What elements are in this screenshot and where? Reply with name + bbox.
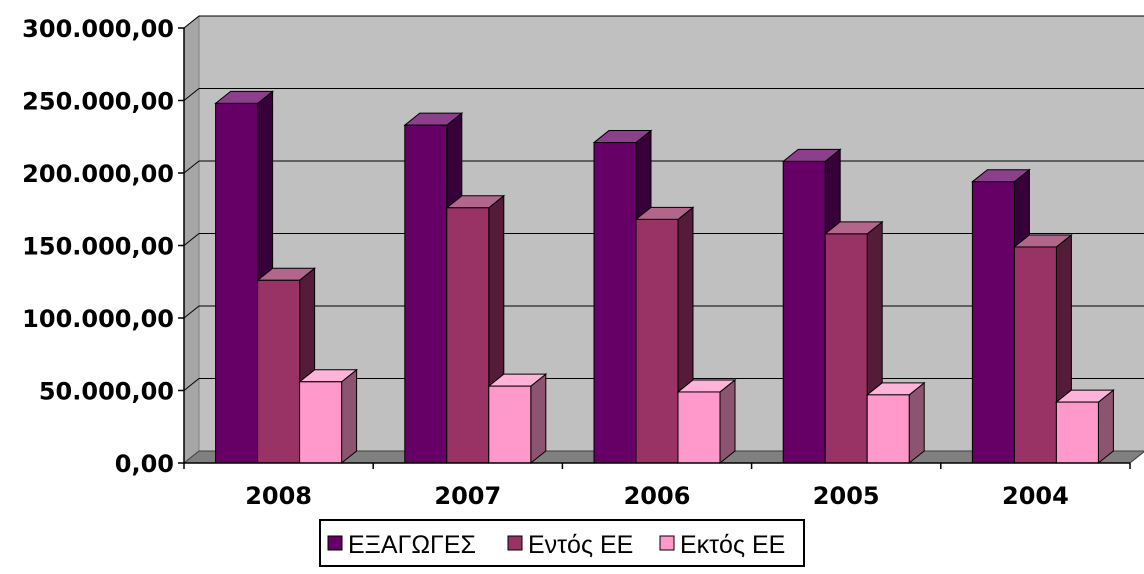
- axes: [178, 27, 1131, 469]
- x-tick-label: 2005: [813, 482, 880, 510]
- x-tick-label: 2008: [245, 482, 312, 510]
- bar: [257, 279, 301, 464]
- gridline: [183, 305, 200, 319]
- bar: [635, 218, 679, 464]
- bar: [824, 233, 868, 464]
- bar: [404, 124, 448, 464]
- gridline: [183, 88, 200, 101]
- bar: [446, 207, 490, 464]
- bars: [214, 90, 1115, 465]
- bar: [215, 102, 259, 464]
- y-tick-label: 0,00: [115, 450, 174, 478]
- tick-labels: 0,00 50.000,00 100.000,00 150.000,00 200.000…: [22, 15, 1069, 510]
- y-tick-label: 50.000,00: [39, 378, 174, 406]
- gridline: [183, 378, 200, 391]
- legend-box: [319, 519, 805, 567]
- bar: [488, 385, 532, 464]
- y-tick-label: 250.000,00: [22, 88, 174, 116]
- bar: [971, 181, 1015, 464]
- legend-swatch: [659, 535, 675, 551]
- legend-label: ΕΞΑΓΩΓΕΣ: [348, 531, 476, 559]
- x-tick-label: 2006: [624, 482, 691, 510]
- bar-side: [908, 381, 925, 465]
- gridline: [183, 15, 200, 29]
- y-tick-label: 150.000,00: [22, 233, 174, 261]
- bar: [299, 381, 343, 464]
- bar-side: [1097, 389, 1114, 465]
- legend-swatch: [327, 535, 343, 551]
- bar: [677, 391, 721, 464]
- bar-side: [719, 378, 736, 465]
- bar: [866, 394, 910, 464]
- legend: ΕΞΑΓΩΓΕΣ Εντός ΕΕ Εκτός ΕΕ: [319, 519, 805, 567]
- bar-side: [341, 368, 358, 465]
- x-tick-label: 2004: [1002, 482, 1069, 510]
- bar: [1055, 401, 1099, 464]
- legend-swatch: [507, 535, 523, 551]
- bar: [782, 160, 826, 464]
- y-tick-label: 100.000,00: [22, 305, 174, 333]
- x-tick-label: 2007: [434, 482, 501, 510]
- legend-label: Εκτός ΕΕ: [680, 531, 785, 559]
- legend-label: Εντός ΕΕ: [528, 531, 633, 559]
- gridline: [183, 233, 200, 246]
- y-tick-label: 200.000,00: [22, 160, 174, 188]
- bar-side: [530, 373, 547, 465]
- gridline: [183, 160, 200, 174]
- y-tick-label: 300.000,00: [22, 15, 174, 43]
- bar: [1013, 246, 1057, 464]
- bar: [593, 142, 637, 464]
